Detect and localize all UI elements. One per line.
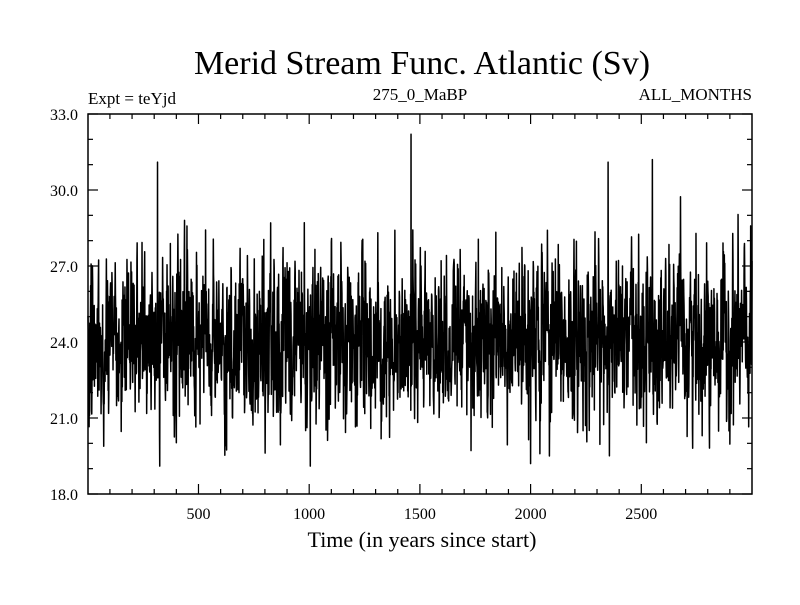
x-tick-label-500: 500: [186, 506, 210, 523]
x-axis-label: Time (in years since start): [308, 527, 537, 552]
y-tick-label-18.0: 18.0: [50, 487, 78, 504]
x-tick-label-1000: 1000: [293, 506, 325, 523]
y-tick-label-21.0: 21.0: [50, 411, 78, 428]
y-axis: 18.0 21.0 24.0 27.0 30.0 33.0: [50, 107, 752, 504]
x-tick-label-1500: 1500: [404, 506, 436, 523]
y-tick-label-33.0: 33.0: [50, 107, 78, 124]
y-tick-label-24.0: 24.0: [50, 335, 78, 352]
series-line-merid-stream-func: [87, 133, 753, 467]
chart-title: Merid Stream Func. Atlantic (Sv): [194, 45, 650, 82]
chart-subtitle-right: ALL_MONTHS: [639, 85, 752, 104]
x-tick-label-2500: 2500: [625, 506, 657, 523]
x-tick-label-2000: 2000: [515, 506, 547, 523]
x-axis: 500 1000 1500 2000 2500: [109, 114, 731, 523]
y-tick-label-30.0: 30.0: [50, 183, 78, 200]
chart-subtitle-center: 275_0_MaBP: [373, 85, 467, 104]
y-tick-label-27.0: 27.0: [50, 259, 78, 276]
chart-subtitle-left: Expt = teYjd: [88, 89, 176, 108]
